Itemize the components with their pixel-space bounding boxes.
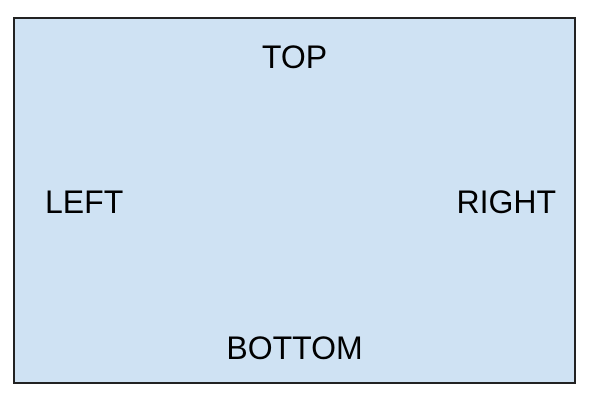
right-label: RIGHT xyxy=(456,184,556,220)
bottom-label: BOTTOM xyxy=(226,330,363,366)
left-label: LEFT xyxy=(45,184,124,220)
top-label: TOP xyxy=(261,39,328,75)
diagram-box: TOP LEFT RIGHT BOTTOM xyxy=(13,17,576,384)
